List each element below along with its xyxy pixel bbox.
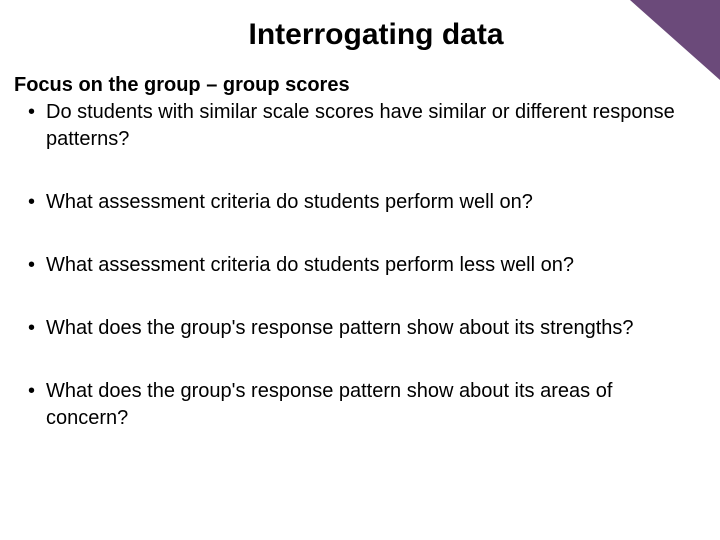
slide-subtitle: Focus on the group – group scores bbox=[14, 74, 700, 97]
bullet-item: What assessment criteria do students per… bbox=[12, 189, 700, 216]
bullet-item: What does the group's response pattern s… bbox=[12, 378, 700, 432]
corner-decoration bbox=[630, 0, 720, 80]
bullet-item: What assessment criteria do students per… bbox=[12, 252, 700, 279]
slide-content: Interrogating data Focus on the group – … bbox=[0, 0, 720, 450]
slide-title: Interrogating data bbox=[52, 18, 700, 52]
bullet-item: What does the group's response pattern s… bbox=[12, 315, 700, 342]
bullet-item: Do students with similar scale scores ha… bbox=[12, 99, 700, 153]
bullet-list: Do students with similar scale scores ha… bbox=[12, 99, 700, 432]
